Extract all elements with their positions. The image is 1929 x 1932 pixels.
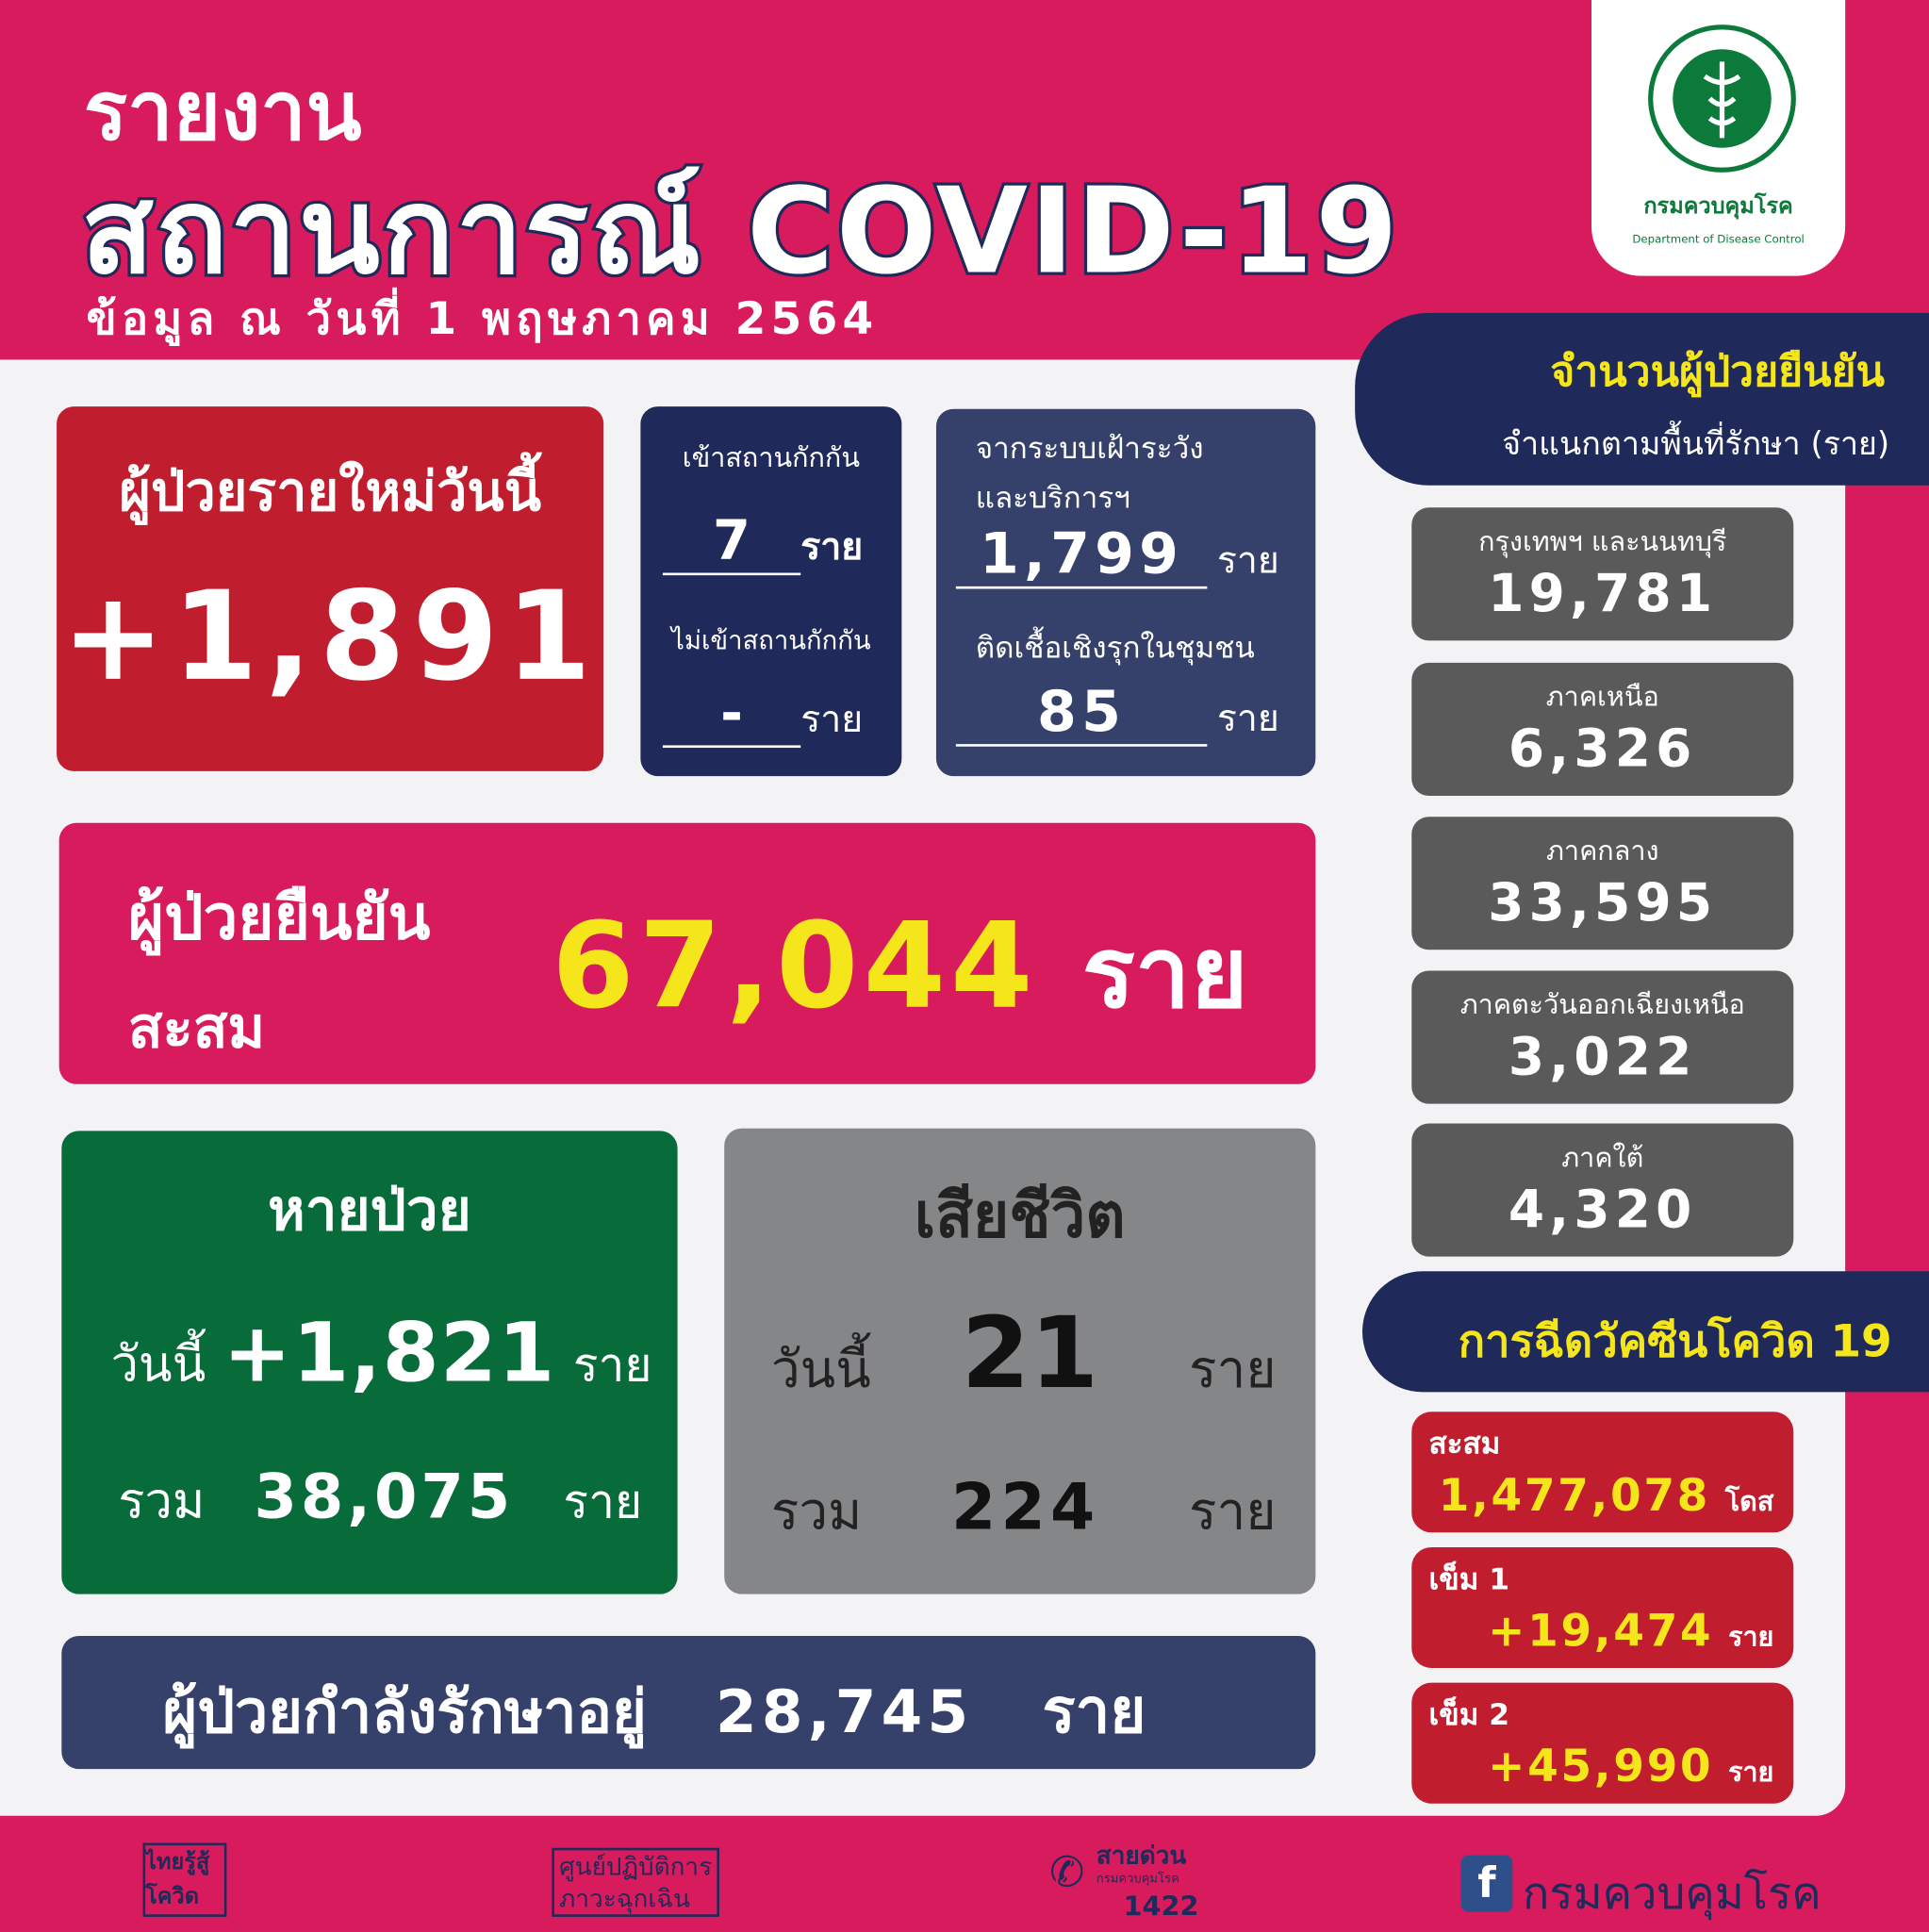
region-name: ภาคเหนือ <box>1545 682 1659 714</box>
facebook-icon[interactable]: f <box>1460 1855 1513 1912</box>
region-value: 6,326 <box>1508 718 1697 779</box>
vaccine-value: 1,477,078 <box>1438 1470 1711 1522</box>
recovered-today-label: วันนี้ <box>110 1336 206 1394</box>
eoc-logo: ศูนย์ปฏิบัติการ ภาวะฉุกเฉิน <box>552 1847 719 1917</box>
recovered-today-row: วันนี้ +1,821 ราย <box>111 1306 652 1403</box>
unit-label: ราย <box>1189 1480 1277 1542</box>
surveillance-label: จากระบบเฝ้าระวัง <box>975 431 1204 466</box>
cumulative-value: 67,044 <box>552 897 1038 1035</box>
date-line: ข้อมูล ณ วันที่ 1 พฤษภาคม 2564 <box>86 294 879 345</box>
in-treatment-label: ผู้ป่วยกำลังรักษาอยู่ <box>162 1677 647 1747</box>
new-cases-card: ผู้ป่วยรายใหม่วันนี้ +1,891 <box>57 406 604 771</box>
in-treatment-card: ผู้ป่วยกำลังรักษาอยู่ 28,745 ราย <box>61 1636 1316 1770</box>
recovered-total-value: 38,075 <box>254 1461 515 1533</box>
thai-fight-covid-logo: ไทยรู้สู้โควิด <box>142 1842 227 1917</box>
cumulative-label: ผู้ป่วยยืนยัน <box>127 882 431 954</box>
deaths-card: เสียชีวิต วันนี้ 21 ราย รวม 224 ราย <box>724 1128 1316 1594</box>
deaths-total-value: 224 <box>950 1470 1100 1545</box>
unit-label: ราย <box>1081 915 1248 1031</box>
eoc-line2: ภาวะฉุกเฉิน <box>559 1883 690 1913</box>
unit-label: ราย <box>800 525 864 570</box>
unit-label: ราย <box>572 1337 652 1393</box>
cumulative-label-2: สะสม <box>127 994 266 1061</box>
regions-title: จำนวนผู้ป่วยยืนยัน <box>1550 347 1885 397</box>
unit-label: ราย <box>1042 1675 1146 1747</box>
in-treatment-value: 28,745 <box>715 1677 974 1747</box>
region-name: ภาคกลาง <box>1545 836 1659 867</box>
vaccine-card: เข็ม 2 +45,990 ราย <box>1411 1682 1794 1804</box>
deaths-total-label: รวม <box>770 1480 863 1542</box>
quarantine-in-value: 7 <box>662 510 801 576</box>
region-card: กรุงเทพฯ และนนทบุรี 19,781 <box>1411 507 1794 641</box>
recovered-total-label: รวม <box>118 1473 206 1530</box>
quarantine-card: เข้าสถานกักกัน 7 ราย ไม่เข้าสถานกักกัน -ร… <box>640 406 902 777</box>
region-card: ภาคเหนือ 6,326 <box>1411 662 1794 796</box>
region-value: 19,781 <box>1488 563 1718 624</box>
unit-label: ราย <box>800 698 864 742</box>
quarantine-in-label: เข้าสถานกักกัน <box>682 443 860 475</box>
community-value: 85 <box>955 678 1208 747</box>
surveillance-value: 1,799 <box>955 520 1208 589</box>
region-value: 33,595 <box>1488 872 1718 933</box>
ddc-logo: กรมควบคุมโรค Department of Disease Contr… <box>1591 0 1846 276</box>
region-card: ภาคกลาง 33,595 <box>1411 817 1794 950</box>
vaccine-label: สะสม <box>1428 1426 1501 1461</box>
vaccine-card: สะสม 1,477,078 โดส <box>1411 1412 1794 1533</box>
ministry-seal-icon <box>1648 25 1796 173</box>
vaccine-label: เข็ม 2 <box>1428 1697 1510 1732</box>
regions-subtitle: จำแนกตามพื้นที่รักษา (ราย) <box>1502 426 1890 464</box>
vaccine-title: การฉีดวัคซีนโควิด 19 <box>1458 1316 1892 1368</box>
recovered-card: หายป่วย วันนี้ +1,821 ราย รวม 38,075 ราย <box>61 1131 678 1594</box>
region-value: 3,022 <box>1508 1026 1697 1087</box>
unit-label: ราย <box>1727 1622 1774 1654</box>
deaths-today-value: 21 <box>961 1296 1099 1411</box>
surveillance-label-2: และบริการฯ <box>975 480 1130 516</box>
page-title: สถานการณ์ COVID-19 <box>78 159 1401 304</box>
facebook-page-link[interactable]: กรมควบคุมโรค <box>1522 1868 1822 1920</box>
unit-label: ราย <box>1189 1339 1277 1400</box>
regions-header: จำนวนผู้ป่วยยืนยัน จำแนกตามพื้นที่รักษา … <box>1355 312 1929 486</box>
community-label: ติดเชื้อเชิงรุกในชุมชน <box>975 630 1255 666</box>
surveillance-card: จากระบบเฝ้าระวัง และบริการฯ 1,799 ราย ติด… <box>935 408 1316 777</box>
recovered-title: หายป่วย <box>268 1176 471 1244</box>
new-cases-label: ผู้ป่วยรายใหม่วันนี้ <box>119 460 542 524</box>
cumulative-card: ผู้ป่วยยืนยัน สะสม 67,044 ราย <box>58 822 1316 1084</box>
vaccine-value: +45,990 <box>1488 1742 1714 1792</box>
unit-label: ราย <box>1216 539 1279 583</box>
title-line1: รายงาน <box>83 63 362 159</box>
hotline-org: กรมควบคุมโรค <box>1096 1872 1179 1887</box>
quarantine-out-value: - <box>662 683 801 749</box>
hotline-label: สายด่วน <box>1096 1840 1187 1871</box>
vaccine-header: การฉีดวัคซีนโควิด 19 <box>1361 1271 1929 1393</box>
deaths-total-row: รวม 224 ราย <box>771 1471 1277 1552</box>
region-name: ภาคตะวันออกเฉียงเหนือ <box>1459 990 1745 1022</box>
in-treatment-row: ผู้ป่วยกำลังรักษาอยู่ 28,745 ราย <box>162 1663 1146 1760</box>
region-card: ภาคตะวันออกเฉียงเหนือ 3,022 <box>1411 970 1794 1104</box>
eoc-line1: ศูนย์ปฏิบัติการ <box>559 1851 713 1882</box>
region-value: 4,320 <box>1508 1179 1697 1240</box>
vaccine-label: เข็ม 1 <box>1428 1561 1510 1597</box>
deaths-today-label: วันนี้ <box>770 1339 871 1400</box>
deaths-title: เสียชีวิต <box>914 1180 1126 1252</box>
logo-name-th: กรมควบคุมโรค <box>1643 193 1793 220</box>
region-name: กรุงเทพฯ และนนทบุรี <box>1478 527 1727 558</box>
unit-label: ราย <box>563 1474 643 1529</box>
vaccine-card: เข็ม 1 +19,474 ราย <box>1411 1546 1794 1669</box>
region-name: ภาคใต้ <box>1561 1143 1644 1175</box>
vaccine-value: +19,474 <box>1488 1606 1714 1658</box>
region-card: ภาคใต้ 4,320 <box>1411 1123 1794 1257</box>
phone-icon: ✆ <box>1049 1847 1085 1898</box>
recovered-today-value: +1,821 <box>223 1305 556 1401</box>
quarantine-out-label: ไม่เข้าสถานกักกัน <box>671 625 871 656</box>
cumulative-row: 67,044 ราย <box>552 895 1247 1051</box>
unit-label: ราย <box>1216 697 1279 741</box>
unit-label: ราย <box>1727 1758 1774 1790</box>
unit-label: โดส <box>1724 1486 1774 1518</box>
new-cases-value: +1,891 <box>61 564 600 709</box>
logo-name-en: Department of Disease Control <box>1632 234 1805 247</box>
recovered-total-row: รวม 38,075 ราย <box>118 1461 642 1541</box>
hotline-number: 1422 <box>1123 1891 1199 1924</box>
deaths-today-row: วันนี้ 21 ราย <box>771 1296 1277 1411</box>
